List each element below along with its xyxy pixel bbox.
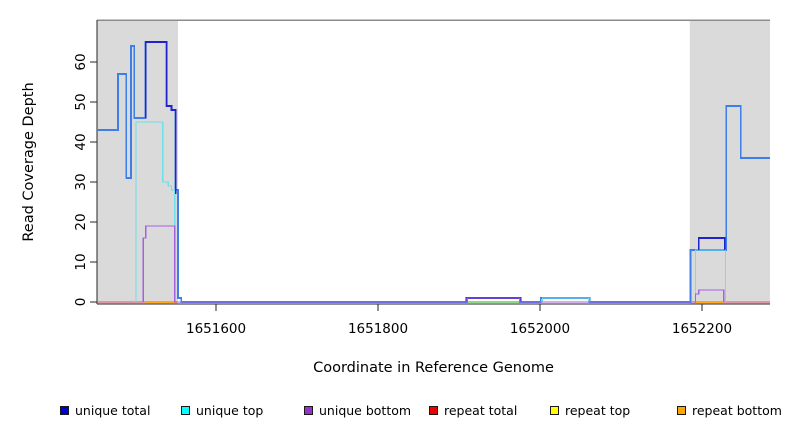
legend-swatch-repeat-total bbox=[429, 405, 438, 415]
y-tick-label: 30 bbox=[73, 173, 89, 190]
series-unique-top bbox=[694, 249, 727, 302]
y-tick-label: 40 bbox=[73, 133, 89, 150]
series-unique-total bbox=[697, 237, 726, 250]
legend-swatch-unique-total bbox=[60, 405, 69, 415]
series-unique-bottom bbox=[142, 225, 725, 303]
x-tick-label: 1652200 bbox=[672, 321, 732, 337]
x-tick-label: 1651800 bbox=[348, 321, 408, 337]
legend-label: repeat bottom bbox=[692, 402, 782, 418]
legend-swatch-repeat-top bbox=[550, 405, 559, 415]
shaded-region-1 bbox=[689, 20, 770, 304]
x-tick-label: 1652000 bbox=[510, 321, 570, 337]
legend-label: unique top bbox=[196, 402, 264, 418]
legend-label: repeat top bbox=[565, 402, 631, 418]
y-tick-label: 0 bbox=[73, 298, 89, 307]
series-unique-top bbox=[541, 297, 590, 302]
y-axis-title: Read Coverage Depth bbox=[21, 82, 37, 241]
legend-swatch-repeat-bottom bbox=[677, 405, 686, 415]
series-unique-top bbox=[135, 121, 176, 302]
y-tick-label: 10 bbox=[73, 253, 89, 270]
legend-item-repeat-top: repeat top bbox=[550, 402, 631, 418]
legend-label: repeat total bbox=[444, 402, 518, 418]
legend-item-unique-bottom: unique bottom bbox=[304, 402, 412, 418]
y-tick-label: 50 bbox=[73, 93, 89, 110]
shaded-region-0 bbox=[97, 20, 178, 304]
x-axis-title: Coordinate in Reference Genome bbox=[313, 360, 554, 376]
x-tick-label: 1651600 bbox=[186, 321, 246, 337]
series-total-coverage bbox=[97, 41, 770, 303]
legend-item-unique-top: unique top bbox=[181, 402, 264, 418]
legend-item-unique-total: unique total bbox=[60, 402, 151, 418]
legend-swatch-unique-top bbox=[181, 405, 190, 415]
y-tick-label: 20 bbox=[73, 213, 89, 230]
y-tick-label: 60 bbox=[73, 53, 89, 70]
legend-label: unique bottom bbox=[319, 402, 412, 418]
legend-label: unique total bbox=[75, 402, 151, 418]
legend-item-repeat-total: repeat total bbox=[429, 402, 518, 418]
legend-swatch-unique-bottom bbox=[304, 405, 313, 415]
legend-item-repeat-bottom: repeat bottom bbox=[677, 402, 782, 418]
series-unique-total bbox=[144, 41, 177, 194]
